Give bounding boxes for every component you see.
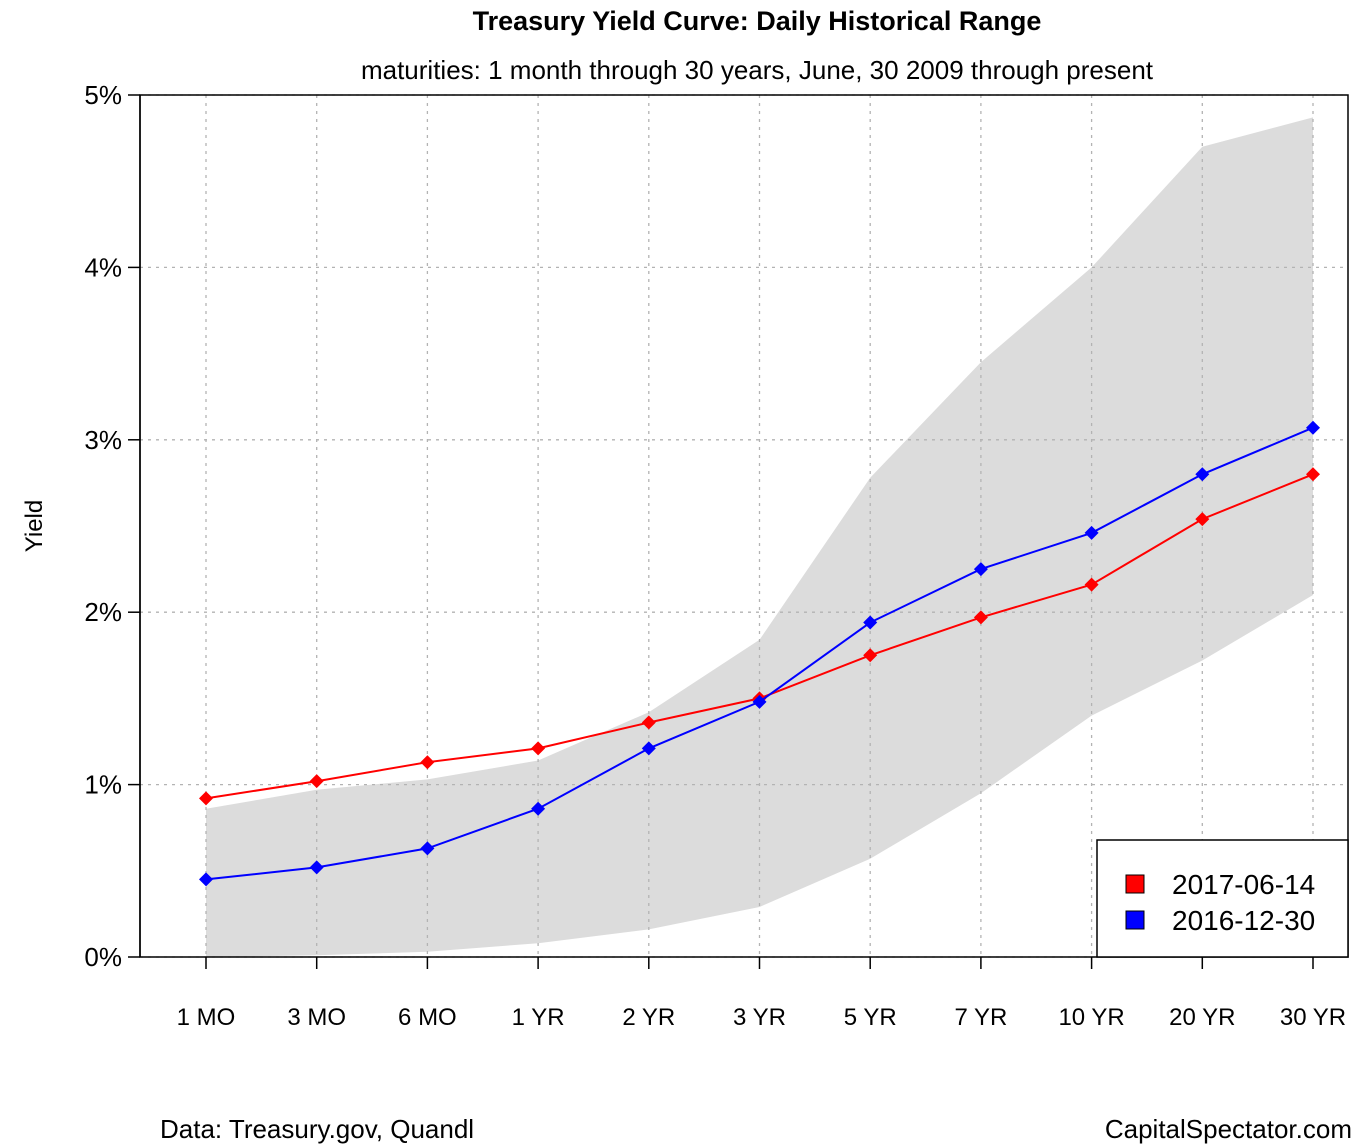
series-point: [420, 841, 435, 856]
footer-source: Data: Treasury.gov, Quandl: [160, 1114, 474, 1144]
series-point: [973, 562, 988, 577]
legend-label: 2017-06-14: [1172, 869, 1315, 900]
series-point: [309, 860, 324, 875]
series-point: [199, 791, 213, 806]
footer-brand: CapitalSpectator.com: [1105, 1114, 1352, 1144]
y-tick-label: 0%: [84, 942, 122, 972]
series-point: [863, 615, 878, 630]
series-point: [531, 801, 546, 816]
y-axis: 0% 1% 2% 3% 4% 5%: [84, 80, 141, 972]
x-tick-label: 2 YR: [622, 1004, 675, 1031]
x-tick-label: 1 YR: [512, 1004, 565, 1031]
series-point: [309, 774, 324, 789]
series-point: [1195, 467, 1210, 482]
chart-title: Treasury Yield Curve: Daily Historical R…: [473, 6, 1042, 36]
legend-label: 2016-12-30: [1172, 905, 1315, 936]
legend-swatch: [1125, 910, 1145, 930]
legend-swatch: [1125, 874, 1145, 894]
series-point: [1306, 420, 1320, 435]
series-point: [641, 741, 656, 756]
y-tick-label: 4%: [84, 252, 122, 282]
y-tick-label: 1%: [84, 770, 122, 800]
series-point: [641, 715, 656, 730]
x-tick-label: 20 YR: [1169, 1004, 1235, 1031]
series-point: [863, 648, 878, 663]
series-point: [531, 741, 546, 756]
y-tick-label: 5%: [84, 80, 122, 110]
series-point: [1084, 525, 1099, 540]
x-axis: 1 MO 3 MO 6 MO 1 YR 2 YR 3 YR 5 YR 7 YR 10 YR 20 …: [177, 957, 1346, 1031]
x-tick-label: 1 MO: [177, 1004, 236, 1031]
series-point: [420, 755, 435, 770]
historical-range-band: [206, 117, 1313, 957]
x-tick-label: 30 YR: [1280, 1004, 1346, 1031]
y-axis-label: Yield: [21, 500, 48, 552]
series-point: [1084, 577, 1099, 592]
series-point: [199, 872, 213, 887]
series-lines: [199, 420, 1320, 887]
y-tick-label: 3%: [84, 425, 122, 455]
y-tick-label: 2%: [84, 597, 122, 627]
x-tick-label: 7 YR: [954, 1004, 1007, 1031]
historical-range-area: [206, 117, 1313, 957]
series-point: [1306, 467, 1320, 482]
chart-subtitle: maturities: 1 month through 30 years, Ju…: [361, 55, 1154, 85]
legend: 2017-06-14 2016-12-30: [1096, 839, 1349, 958]
x-tick-label: 5 YR: [844, 1004, 897, 1031]
series-point: [752, 694, 767, 709]
series-point: [1195, 512, 1210, 527]
x-tick-label: 3 YR: [733, 1004, 786, 1031]
x-tick-label: 3 MO: [287, 1004, 346, 1031]
x-tick-label: 6 MO: [398, 1004, 457, 1031]
series-point: [973, 610, 988, 625]
legend-box: [1096, 839, 1349, 958]
x-tick-label: 10 YR: [1058, 1004, 1124, 1031]
